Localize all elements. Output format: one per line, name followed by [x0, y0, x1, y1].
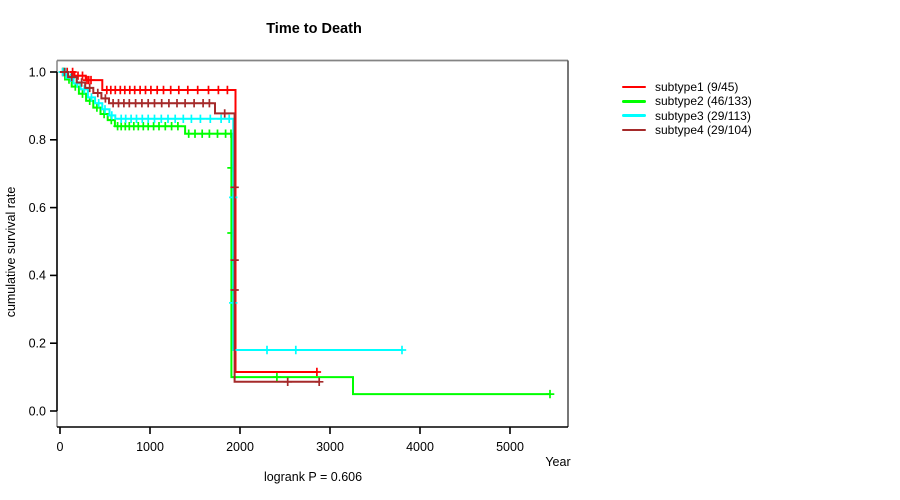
y-tick-label: 1.0: [29, 65, 46, 79]
y-tick-label: 0.8: [29, 133, 46, 147]
y-axis-label: cumulative survival rate: [4, 186, 18, 318]
legend-swatch: [622, 100, 646, 103]
x-tick-label: 2000: [226, 440, 254, 454]
censor-marks: [60, 67, 324, 386]
y-tick-label: 0.6: [29, 201, 46, 215]
x-tick-label: 0: [57, 440, 64, 454]
x-tick-label: 3000: [316, 440, 344, 454]
legend-item-subtype2: subtype2 (46/133): [622, 94, 752, 108]
x-axis-label: Year: [545, 455, 571, 469]
legend-item-label: subtype1 (9/45): [655, 80, 739, 95]
censor-marks: [58, 67, 322, 377]
legend-swatch: [622, 114, 646, 118]
legend-item-label: subtype4 (29/104): [655, 123, 752, 138]
legend-item-label: subtype2 (46/133): [655, 94, 752, 109]
y-axis-ticks: 1.0 0.8 0.6 0.4 0.2 0.0: [29, 65, 57, 418]
survival-curve-group-2: [59, 67, 555, 399]
legend-item-subtype4: subtype4 (29/104): [622, 123, 752, 137]
chart-title: Time to Death: [266, 21, 362, 37]
y-tick-label: 0.2: [29, 337, 46, 351]
x-tick-label: 1000: [136, 440, 164, 454]
y-tick-label: 0.4: [29, 269, 46, 283]
survival-curve-group-4: [60, 67, 324, 386]
survival-curve: [60, 71, 550, 396]
survival-curve: [60, 71, 402, 351]
survival-curve-group-1: [58, 67, 322, 377]
x-tick-label: 4000: [406, 440, 434, 454]
legend-item-subtype1: subtype1 (9/45): [622, 80, 752, 94]
survival-curve: [60, 71, 317, 373]
censor-marks: [59, 67, 555, 399]
legend-swatch: [622, 85, 646, 89]
survival-curve-group-3: [58, 67, 407, 355]
legend-item-subtype3: subtype3 (29/113): [622, 109, 752, 123]
x-axis-ticks: 0 1000 2000 3000 4000 5000: [57, 427, 524, 454]
legend: subtype1 (9/45) subtype2 (46/133) subtype3…: [622, 80, 752, 137]
logrank-pvalue-text: logrank P = 0.606: [263, 470, 363, 484]
y-tick-label: 0.0: [29, 404, 46, 418]
x-tick-label: 5000: [496, 440, 524, 454]
legend-item-label: subtype3 (29/113): [655, 108, 751, 123]
legend-swatch: [622, 128, 646, 132]
